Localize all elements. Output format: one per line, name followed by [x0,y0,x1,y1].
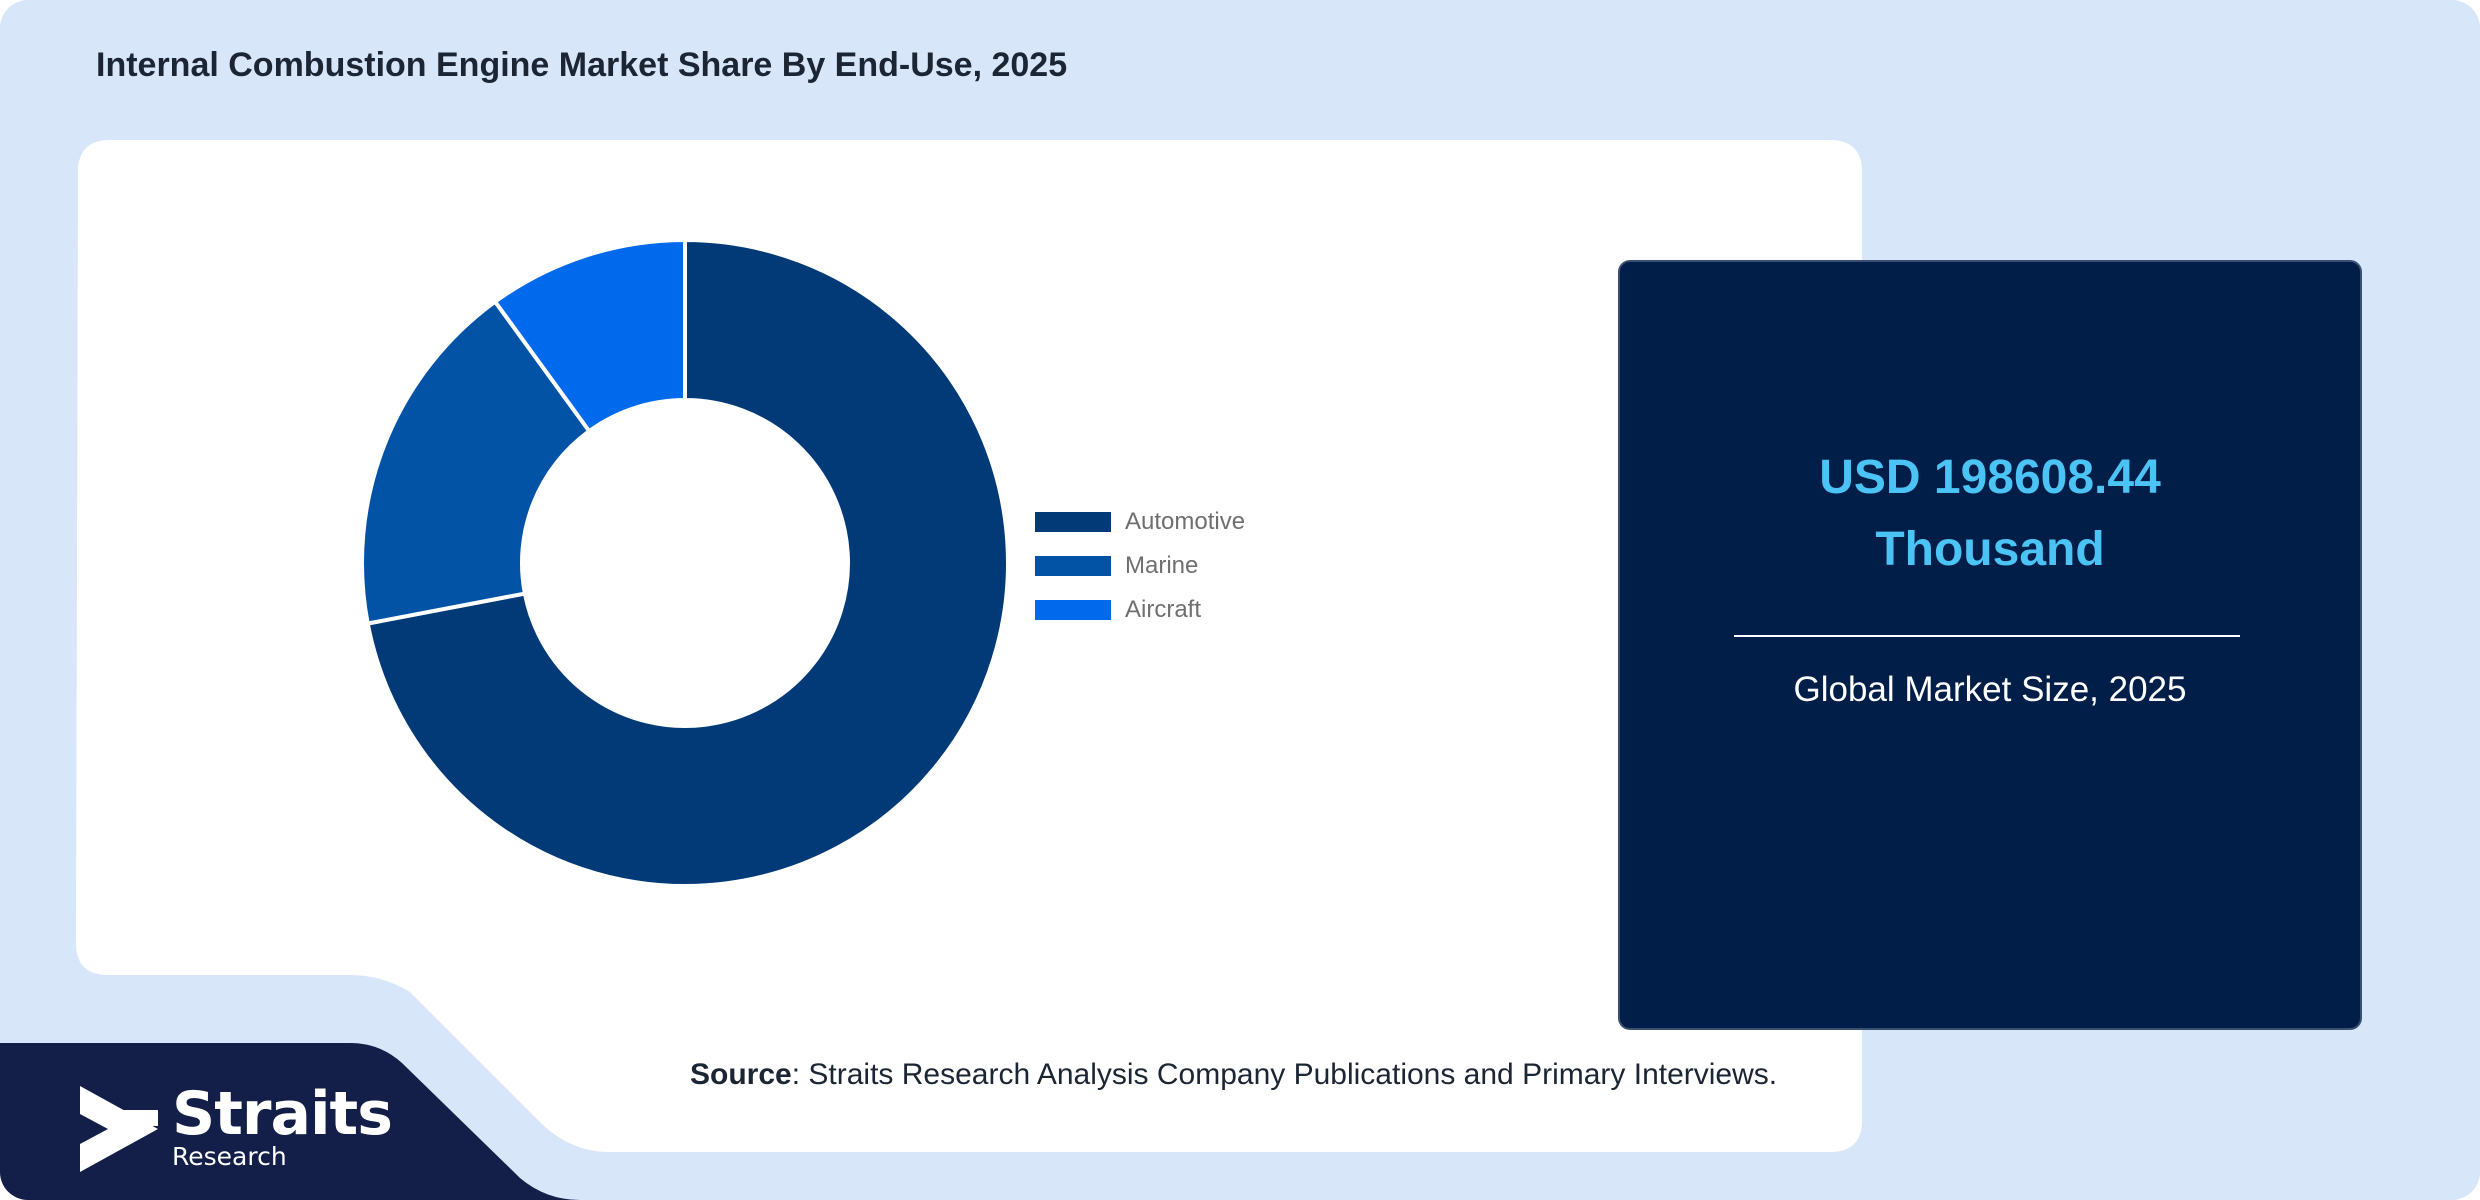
donut-slice-automotive[interactable] [365,237,1010,888]
logo-name: Straits [172,1079,393,1149]
chart-title: Internal Combustion Engine Market Share … [96,46,1068,84]
market-size-value-line1: USD 198608.44 [1819,451,2161,504]
source-note: Source: Straits Research Analysis Compan… [690,1058,1777,1092]
legend-label-aircraft: Aircraft [1125,596,1202,623]
legend-label-automotive: Automotive [1125,508,1246,535]
donut-chart [360,237,1010,888]
legend-swatch-aircraft [1035,600,1111,620]
logo-subtitle: Research [172,1142,287,1171]
source-label: Source [690,1058,792,1091]
market-size-card: USD 198608.44 Thousand Global Market Siz… [1618,260,2362,1030]
market-size-value-line2: Thousand [1875,523,2105,576]
legend-swatch-marine [1035,556,1111,576]
legend-item-marine[interactable]: Marine [1035,544,1245,588]
market-size-value: USD 198608.44 Thousand [1620,442,2360,586]
card-divider [1734,635,2240,637]
legend-item-aircraft[interactable]: Aircraft [1035,588,1245,632]
market-size-caption: Global Market Size, 2025 [1793,670,2187,709]
donut-slice-aircraft[interactable] [492,237,687,434]
legend: Automotive Marine Aircraft [1035,500,1245,632]
footer-wedge [0,1043,2480,1200]
straits-logo-icon [80,1086,158,1172]
straits-logo[interactable]: Straits Research [80,1079,393,1172]
legend-label-marine: Marine [1125,552,1199,579]
source-text: : Straits Research Analysis Company Publ… [791,1058,1778,1091]
donut-slice-marine[interactable] [360,298,592,626]
legend-swatch-automotive [1035,512,1111,532]
legend-item-automotive[interactable]: Automotive [1035,500,1245,544]
